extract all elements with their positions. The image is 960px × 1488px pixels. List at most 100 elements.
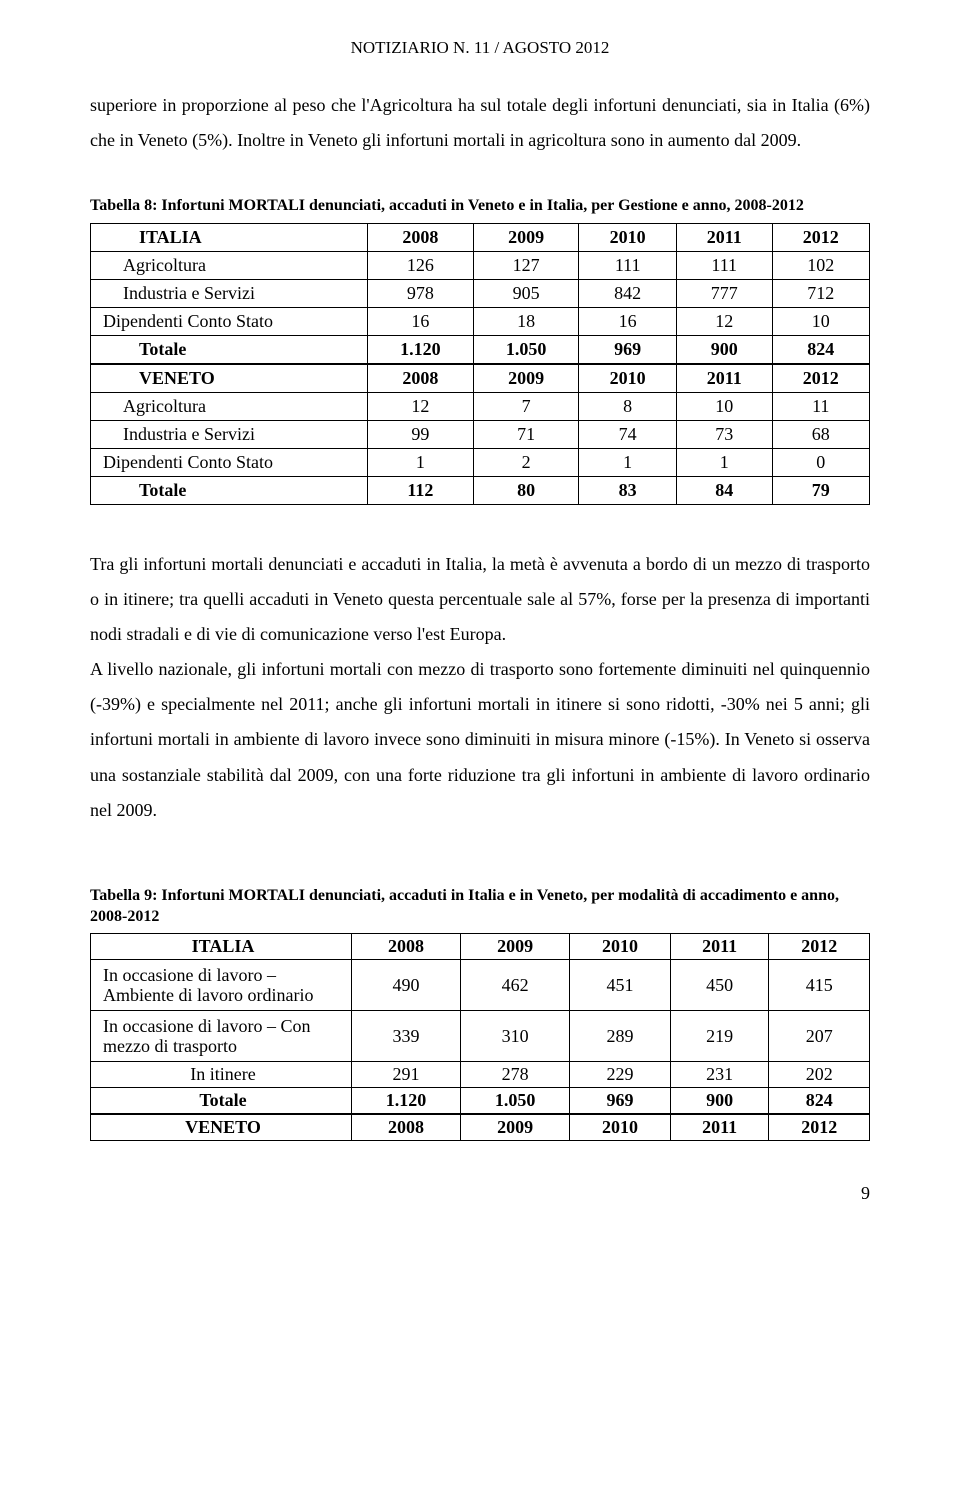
cell: 712	[772, 279, 869, 307]
cell: 1.120	[352, 1088, 461, 1115]
cell: 291	[352, 1062, 461, 1088]
cell: 415	[769, 960, 870, 1011]
cell: 2	[473, 448, 579, 476]
cell: 16	[579, 307, 676, 335]
cell: In occasione di lavoro – Con mezzo di tr…	[91, 1011, 352, 1062]
cell: 2011	[670, 934, 769, 960]
cell: 289	[570, 1011, 671, 1062]
cell: 1.050	[473, 335, 579, 364]
cell: ITALIA	[91, 223, 368, 251]
cell: 2012	[769, 1114, 870, 1141]
table-row: Industria e Servizi 99 71 74 73 68	[91, 420, 870, 448]
cell: Totale	[91, 1088, 352, 1115]
table-row: ITALIA 2008 2009 2010 2011 2012	[91, 934, 870, 960]
cell: 8	[579, 392, 676, 420]
cell: 126	[368, 251, 474, 279]
cell: 79	[772, 476, 869, 504]
cell: 969	[570, 1088, 671, 1115]
table-8-caption: Tabella 8: Infortuni MORTALI denunciati,…	[90, 196, 870, 217]
cell: 451	[570, 960, 671, 1011]
cell: 450	[670, 960, 769, 1011]
paragraph-2: Tra gli infortuni mortali denunciati e a…	[90, 547, 870, 652]
cell: 2009	[473, 364, 579, 393]
cell: 99	[368, 420, 474, 448]
cell: 842	[579, 279, 676, 307]
cell: Industria e Servizi	[91, 279, 368, 307]
cell: 12	[368, 392, 474, 420]
cell: 2010	[570, 934, 671, 960]
cell: 905	[473, 279, 579, 307]
cell: Dipendenti Conto Stato	[91, 448, 368, 476]
cell: 824	[772, 335, 869, 364]
cell: 12	[676, 307, 772, 335]
cell: 969	[579, 335, 676, 364]
cell: 2009	[473, 223, 579, 251]
cell: 978	[368, 279, 474, 307]
cell: 2008	[368, 223, 474, 251]
cell: 2012	[772, 364, 869, 393]
cell: 310	[461, 1011, 570, 1062]
cell: 68	[772, 420, 869, 448]
cell: 112	[368, 476, 474, 504]
paragraph-3: A livello nazionale, gli infortuni morta…	[90, 652, 870, 827]
table-row: In occasione di lavoro – Ambiente di lav…	[91, 960, 870, 1011]
cell: 1	[676, 448, 772, 476]
cell: 2009	[461, 1114, 570, 1141]
cell: 462	[461, 960, 570, 1011]
table-row: Industria e Servizi 978 905 842 777 712	[91, 279, 870, 307]
cell: Agricoltura	[91, 251, 368, 279]
cell: 111	[676, 251, 772, 279]
cell: 231	[670, 1062, 769, 1088]
cell: 74	[579, 420, 676, 448]
cell: 1.050	[461, 1088, 570, 1115]
page-number: 9	[90, 1183, 870, 1204]
cell: 11	[772, 392, 869, 420]
table-row: Totale 1.120 1.050 969 900 824	[91, 1088, 870, 1115]
cell: 1	[579, 448, 676, 476]
cell: 2011	[670, 1114, 769, 1141]
cell: 824	[769, 1088, 870, 1115]
cell: 16	[368, 307, 474, 335]
cell: Totale	[91, 476, 368, 504]
cell: 1.120	[368, 335, 474, 364]
cell: 490	[352, 960, 461, 1011]
table-9-caption: Tabella 9: Infortuni MORTALI denunciati,…	[90, 886, 870, 928]
table-row: ITALIA 2008 2009 2010 2011 2012	[91, 223, 870, 251]
cell: 339	[352, 1011, 461, 1062]
cell: 83	[579, 476, 676, 504]
cell: 207	[769, 1011, 870, 1062]
cell: 10	[676, 392, 772, 420]
cell: In occasione di lavoro – Ambiente di lav…	[91, 960, 352, 1011]
table-row: VENETO 2008 2009 2010 2011 2012	[91, 364, 870, 393]
table-row: Agricoltura 126 127 111 111 102	[91, 251, 870, 279]
cell: 18	[473, 307, 579, 335]
cell: 127	[473, 251, 579, 279]
table-row: Totale 1.120 1.050 969 900 824	[91, 335, 870, 364]
cell: Totale	[91, 335, 368, 364]
cell: 777	[676, 279, 772, 307]
cell: 219	[670, 1011, 769, 1062]
table-9: ITALIA 2008 2009 2010 2011 2012 In occas…	[90, 933, 870, 1141]
cell: 202	[769, 1062, 870, 1088]
cell: 2008	[352, 934, 461, 960]
cell: ITALIA	[91, 934, 352, 960]
cell: 2010	[579, 364, 676, 393]
cell: 2008	[352, 1114, 461, 1141]
table-row: Dipendenti Conto Stato 1 2 1 1 0	[91, 448, 870, 476]
cell: 73	[676, 420, 772, 448]
cell: 1	[368, 448, 474, 476]
cell: In itinere	[91, 1062, 352, 1088]
table-row: In itinere 291 278 229 231 202	[91, 1062, 870, 1088]
cell: 10	[772, 307, 869, 335]
cell: 102	[772, 251, 869, 279]
table-8: ITALIA 2008 2009 2010 2011 2012 Agricolt…	[90, 223, 870, 505]
cell: 0	[772, 448, 869, 476]
cell: Agricoltura	[91, 392, 368, 420]
cell: 900	[676, 335, 772, 364]
cell: 80	[473, 476, 579, 504]
paragraph-1: superiore in proporzione al peso che l'A…	[90, 88, 870, 158]
cell: 2008	[368, 364, 474, 393]
cell: 900	[670, 1088, 769, 1115]
table-row: VENETO 2008 2009 2010 2011 2012	[91, 1114, 870, 1141]
cell: Industria e Servizi	[91, 420, 368, 448]
